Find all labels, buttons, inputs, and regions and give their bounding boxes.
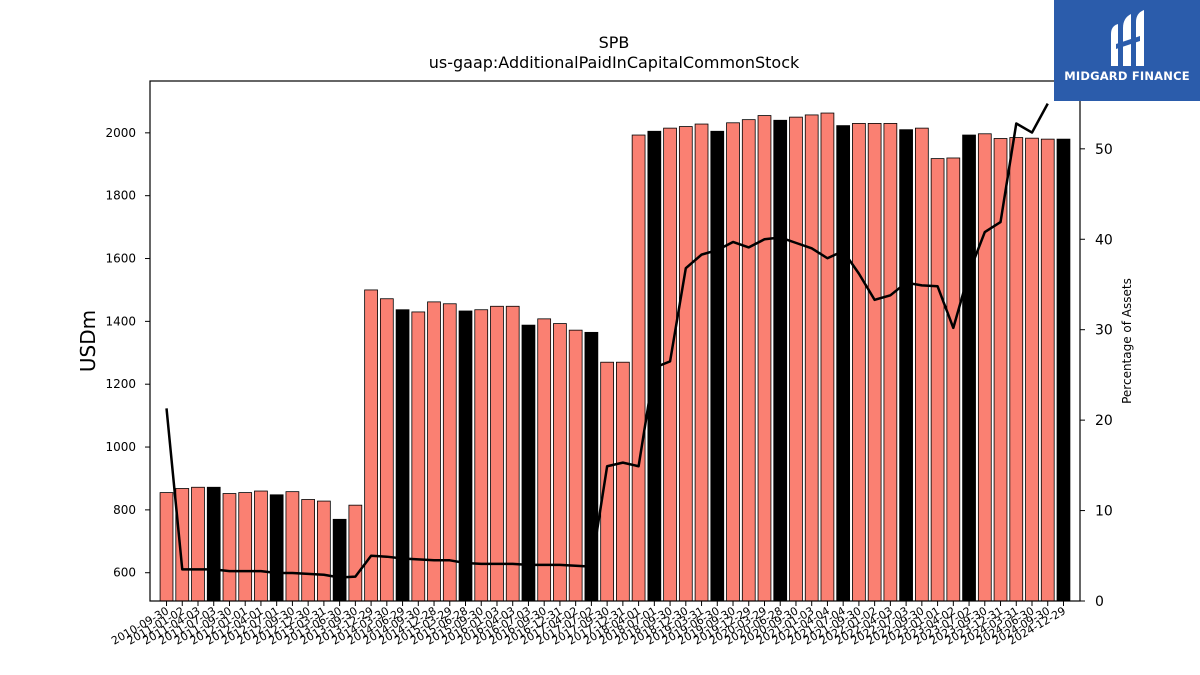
y-axis-label: USDm <box>76 310 100 372</box>
bar <box>159 492 174 602</box>
bar <box>977 133 992 602</box>
bar <box>631 134 646 602</box>
bar <box>269 494 284 602</box>
y-tick-label: 1000 <box>105 440 136 454</box>
bar <box>568 329 583 602</box>
bar <box>1025 137 1039 602</box>
bar <box>364 289 378 602</box>
bar <box>993 138 1008 602</box>
bar <box>899 129 913 602</box>
bar-group <box>159 112 1071 602</box>
y2-tick-label: 40 <box>1095 232 1113 248</box>
bar <box>694 123 709 602</box>
y-tick-label: 2000 <box>105 126 136 140</box>
bar <box>505 305 520 602</box>
bar <box>348 504 363 602</box>
bar <box>820 112 835 602</box>
bar <box>206 486 221 602</box>
bar <box>867 123 882 602</box>
bar <box>191 486 205 602</box>
bar <box>915 127 929 602</box>
y-tick-label: 1600 <box>105 252 136 266</box>
y-axis: 600 800 1000 1200 1400 1600 1800 2000 <box>105 126 150 580</box>
bar <box>332 518 347 602</box>
y-tick-label: 1400 <box>105 314 136 328</box>
bar <box>726 122 740 602</box>
bar <box>663 127 677 602</box>
bar <box>553 323 567 602</box>
bar <box>883 123 898 602</box>
y2-tick-label: 50 <box>1095 142 1113 158</box>
bar <box>1040 138 1055 602</box>
bar <box>836 125 851 602</box>
y2-axis: 0 10 20 30 40 50 <box>1080 142 1113 610</box>
bar <box>175 488 190 602</box>
chart-title: SPB <box>599 33 630 52</box>
bar <box>789 116 803 602</box>
brand-logo: MIDGARD FINANCE <box>1054 0 1200 101</box>
y-tick-label: 600 <box>113 566 136 580</box>
bar <box>678 126 693 602</box>
bar <box>1056 138 1071 602</box>
y2-tick-label: 30 <box>1095 323 1113 339</box>
bar <box>741 119 756 602</box>
bar <box>710 130 725 602</box>
y2-axis-label: Percentage of Assets <box>1120 278 1134 404</box>
logo-mark-icon <box>1111 10 1144 66</box>
plot-frame <box>149 80 1081 602</box>
bar <box>852 123 866 602</box>
bar <box>930 158 945 602</box>
y2-tick-label: 0 <box>1095 594 1104 610</box>
bar <box>521 324 536 602</box>
x-axis: 2010-09-302011-01-022011-04-032011-07-03… <box>109 601 1068 648</box>
bar <box>254 490 268 602</box>
bar <box>411 311 426 602</box>
bar <box>301 499 316 602</box>
bar <box>222 493 237 602</box>
y2-tick-label: 20 <box>1095 413 1113 429</box>
chart-subtitle: us-gaap:AdditionalPaidInCapitalCommonSto… <box>429 53 800 72</box>
brand-logo-text: MIDGARD FINANCE <box>1064 69 1190 83</box>
bar <box>537 318 552 602</box>
bar <box>1009 137 1024 602</box>
bar <box>757 115 772 602</box>
bar <box>427 301 441 602</box>
bar <box>804 114 819 602</box>
bar <box>962 134 976 602</box>
bar <box>474 309 489 602</box>
y-tick-label: 1200 <box>105 377 136 391</box>
bar <box>946 157 961 602</box>
bar <box>238 492 253 602</box>
bar <box>458 310 473 602</box>
y-tick-label: 1800 <box>105 189 136 203</box>
bar <box>442 303 457 602</box>
bar <box>490 305 504 602</box>
bar <box>285 491 300 602</box>
y-tick-label: 800 <box>113 503 136 517</box>
y2-tick-label: 10 <box>1095 504 1113 520</box>
bar <box>773 119 788 602</box>
bar <box>616 361 630 602</box>
bar <box>600 361 614 602</box>
bar <box>317 500 331 602</box>
percentage-of-assets-line <box>165 103 1049 579</box>
